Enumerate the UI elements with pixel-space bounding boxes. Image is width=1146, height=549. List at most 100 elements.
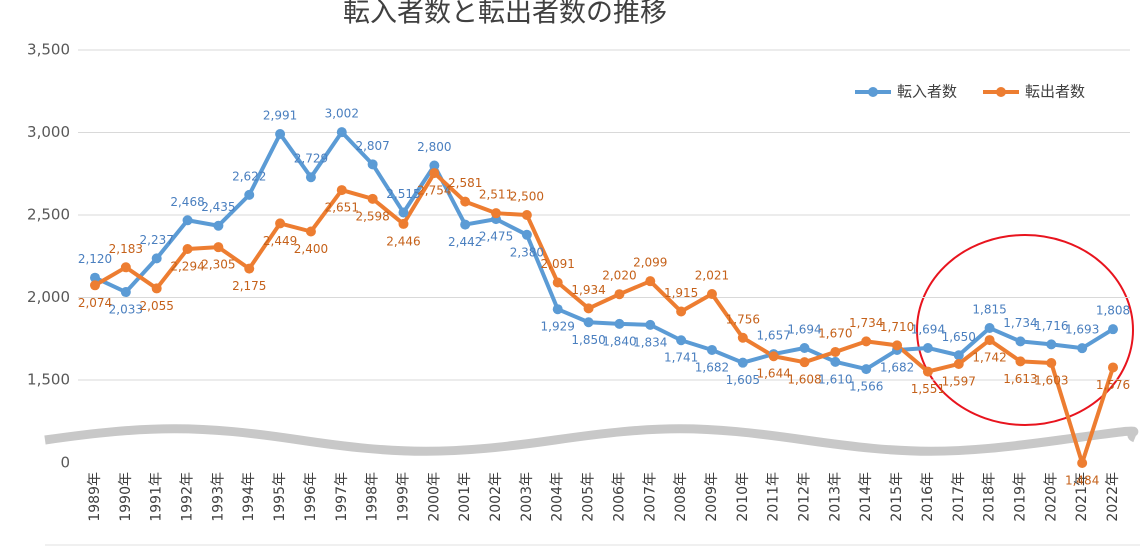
x-tick-label: 2005年 [581, 472, 597, 522]
data-label: 1,644 [756, 367, 790, 381]
data-label: 2,800 [417, 140, 451, 154]
data-label: 1,734 [849, 316, 883, 330]
data-point [460, 196, 471, 207]
data-label: 1,929 [541, 320, 575, 334]
legend-label: 転入者数 [897, 83, 957, 101]
data-point [521, 210, 532, 220]
data-point [737, 357, 748, 368]
x-tick-label: 2015年 [889, 472, 905, 522]
y-tick-label: 3,000 [27, 123, 70, 141]
data-point [1077, 343, 1088, 354]
data-label: 1,742 [972, 351, 1006, 365]
data-label: 2,468 [170, 195, 204, 209]
data-label: 2,305 [201, 258, 235, 272]
data-point [552, 277, 563, 288]
data-point [953, 350, 964, 361]
x-tick-label: 2016年 [920, 472, 936, 522]
data-label: 1,734 [1003, 316, 1037, 330]
x-tick-label: 1997年 [334, 472, 350, 522]
highlight-circle [916, 234, 1134, 426]
data-label: 1,741 [664, 351, 698, 365]
data-point [706, 344, 717, 355]
data-point [1108, 324, 1118, 335]
data-point [182, 215, 193, 226]
data-point [953, 358, 964, 369]
data-label: 1,834 [633, 335, 667, 349]
data-label: 2,435 [201, 200, 235, 214]
data-point [706, 289, 717, 300]
data-label: 1,566 [849, 380, 883, 394]
data-point [984, 323, 995, 334]
legend-marker [868, 87, 878, 97]
data-label: 3,002 [325, 107, 359, 121]
x-tick-label: 1994年 [241, 472, 257, 522]
data-label: 1,576 [1096, 378, 1130, 392]
y-tick-label: 2,500 [27, 206, 70, 224]
data-label: 2,598 [355, 209, 389, 223]
data-label: 1,608 [787, 373, 821, 387]
data-point [213, 220, 224, 231]
data-label: 1,650 [942, 330, 976, 344]
data-point [768, 351, 779, 362]
series-line [93, 171, 1115, 465]
axis-break [44, 424, 1139, 456]
data-label: 1,815 [972, 303, 1006, 317]
data-label: 1,850 [571, 333, 605, 347]
x-tick-label: 1996年 [303, 472, 319, 522]
data-point [799, 342, 810, 353]
x-tick-label: 2012年 [797, 472, 813, 522]
data-point [676, 335, 687, 346]
data-point [336, 127, 347, 138]
data-label: 1,551 [911, 382, 945, 396]
x-tick-label: 2008年 [673, 472, 689, 522]
data-label: 1,597 [942, 374, 976, 388]
data-label: 1,840 [602, 334, 636, 348]
data-point [861, 336, 872, 347]
data-point [892, 340, 903, 351]
data-label: 1,716 [1034, 319, 1068, 333]
data-label: 1,657 [756, 329, 790, 343]
x-tick-label: 2017年 [951, 472, 967, 522]
data-point [336, 185, 347, 196]
data-point [90, 272, 100, 283]
data-label: 1,934 [571, 283, 605, 297]
data-point [1046, 339, 1057, 350]
data-label: 2,099 [633, 256, 667, 270]
data-label: 2,120 [78, 252, 112, 266]
data-point [521, 229, 532, 240]
data-point [275, 218, 286, 229]
x-tick-label: 2021年 [1074, 472, 1090, 522]
series-line [94, 130, 1115, 372]
x-tick-label: 2018年 [982, 472, 998, 522]
data-label: 2,400 [294, 242, 328, 256]
x-tick-label: 2003年 [519, 472, 535, 522]
data-label: 2,475 [479, 230, 513, 244]
x-tick-label: 2019年 [1012, 472, 1028, 522]
data-label: 2,515 [386, 187, 420, 201]
data-label: 2,033 [109, 303, 143, 317]
x-tick-label: 2022年 [1105, 472, 1121, 522]
data-label: 2,237 [140, 233, 174, 247]
data-point [90, 280, 100, 291]
data-label: 1,603 [1034, 374, 1068, 388]
data-label: 2,622 [232, 169, 266, 183]
data-point [1046, 358, 1057, 369]
data-label: 2,020 [602, 269, 636, 283]
data-label: 2,500 [510, 190, 544, 204]
data-point [1108, 362, 1118, 373]
data-label: 2,446 [386, 234, 420, 248]
chart-title: 転入者数と転出者数の推移 [343, 0, 667, 29]
x-tick-label: 2006年 [611, 472, 627, 522]
y-tick-label: 0 [60, 454, 70, 472]
data-label: 1,670 [818, 326, 852, 340]
x-tick-label: 2009年 [704, 472, 720, 522]
data-point [213, 242, 224, 253]
data-label: 1,682 [880, 360, 914, 374]
x-tick-label: 2004年 [550, 472, 566, 522]
data-point [275, 128, 286, 139]
data-point [151, 253, 162, 264]
data-point [614, 318, 625, 329]
data-label: 2,183 [109, 242, 143, 256]
data-point [305, 226, 316, 237]
